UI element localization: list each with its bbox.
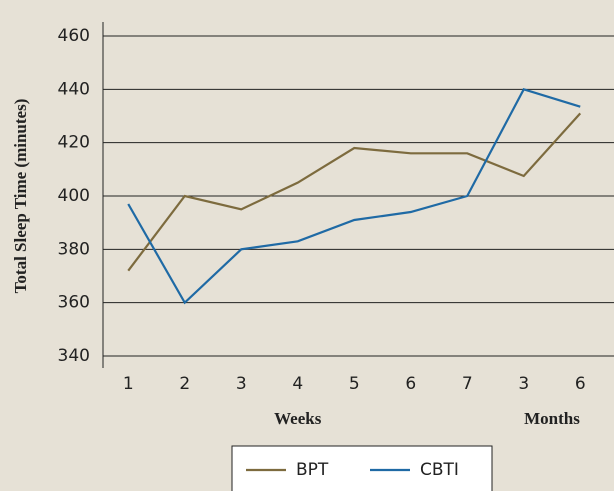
x-tick-label: 6: [405, 374, 416, 394]
x-tick-label: 4: [292, 374, 303, 394]
x-tick-label: 5: [349, 374, 360, 394]
y-tick-label: 360: [58, 293, 90, 313]
line: [127, 88, 581, 305]
x-tick-label: 3: [518, 374, 529, 394]
y-tick-label: 440: [58, 79, 90, 99]
line: [127, 112, 582, 272]
y-tick-label: 380: [58, 239, 90, 259]
x-tick-label: 3: [236, 374, 247, 394]
y-tick-label: 420: [58, 133, 90, 153]
legend-label: BPT: [296, 460, 329, 480]
y-tick-label: 400: [58, 186, 90, 206]
group-label: Weeks: [274, 409, 322, 428]
x-tick-label: 2: [179, 374, 190, 394]
group-label: Months: [524, 409, 580, 428]
x-tick-label: 1: [123, 374, 134, 394]
y-axis-label: Total Sleep Time (minutes): [11, 99, 30, 294]
x-tick-label: 6: [575, 374, 586, 394]
legend: [231, 445, 493, 491]
legend-label: CBTI: [420, 460, 459, 480]
x-tick-label: 7: [462, 374, 473, 394]
y-tick-label: 340: [58, 346, 90, 366]
y-tick-label: 460: [58, 26, 90, 46]
